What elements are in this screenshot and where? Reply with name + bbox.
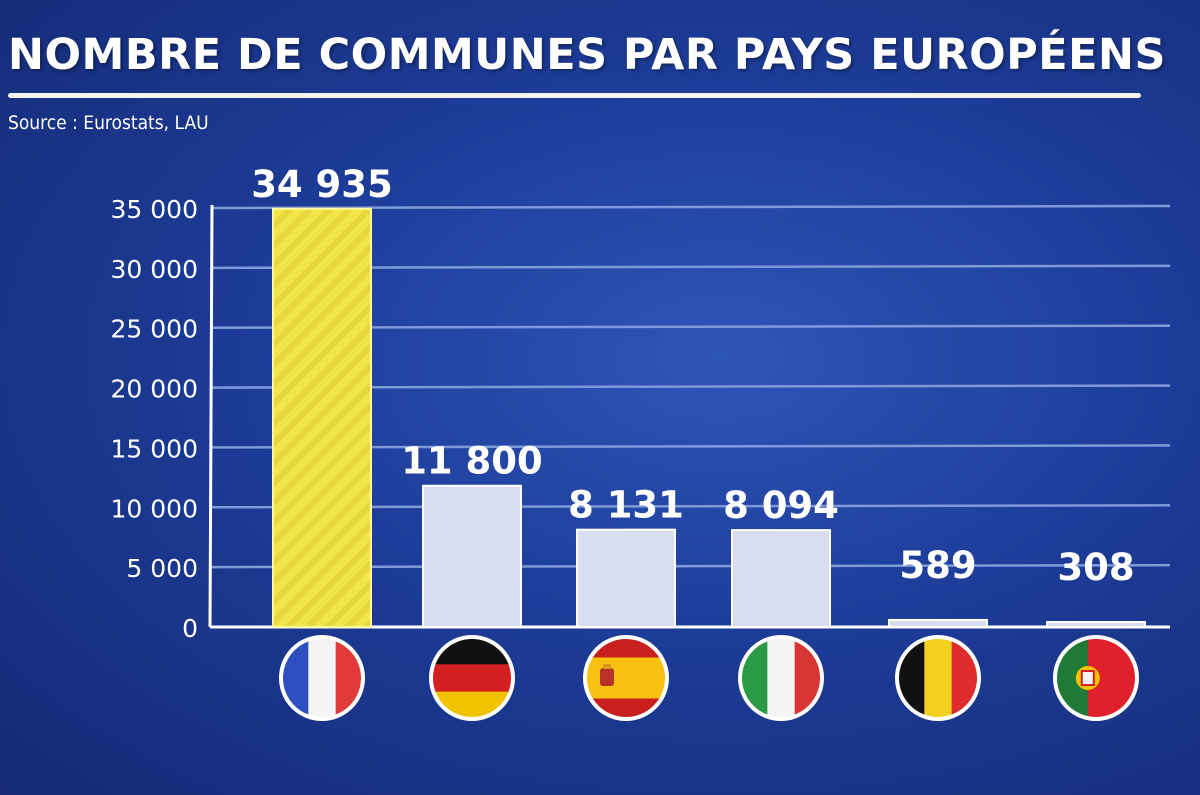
flag-italy-icon (738, 635, 824, 721)
value-label-france: 34 935 (251, 163, 393, 206)
bar-spain (576, 528, 676, 629)
y-axis-line (208, 204, 214, 628)
flag-france-icon (279, 635, 365, 721)
bar-italy (731, 529, 831, 629)
value-label-spain: 8 131 (568, 484, 684, 527)
value-label-germany: 11 800 (401, 440, 543, 483)
bar-france (272, 207, 372, 628)
y-tick-label: 15 000 (111, 434, 198, 463)
flag-belgium-icon (895, 635, 981, 721)
y-tick-label: 20 000 (111, 375, 198, 404)
bar-germany (422, 484, 522, 629)
y-tick-label: 30 000 (111, 255, 198, 284)
y-tick-label: 0 (182, 614, 198, 643)
value-label-belgium: 589 (899, 544, 976, 587)
flag-spain-icon (583, 635, 669, 721)
gridline (211, 204, 1171, 210)
value-label-portugal: 308 (1057, 546, 1134, 589)
bars (272, 207, 1146, 629)
country-flags (279, 635, 1139, 721)
flag-germany-icon (429, 635, 515, 721)
y-tick-label: 25 000 (111, 315, 198, 344)
y-axis-ticks: 0 5 000 10 000 15 000 20 000 25 000 30 000 35 0… (111, 195, 198, 643)
flag-portugal-icon (1053, 635, 1139, 721)
y-tick-label: 35 000 (111, 195, 198, 224)
y-tick-label: 5 000 (126, 554, 198, 583)
title-underline (8, 93, 1141, 98)
bar-portugal (1046, 621, 1146, 628)
value-label-italy: 8 094 (723, 484, 839, 527)
data-labels: 34 935 11 800 8 131 8 094 589 308 (251, 163, 1134, 589)
chart-title: NOMBRE DE COMMUNES PAR PAYS EUROPÉENS (8, 30, 1166, 80)
y-tick-label: 10 000 (111, 494, 198, 523)
source-note: Source : Eurostats, LAU (8, 112, 209, 134)
bar-belgium (888, 618, 988, 629)
